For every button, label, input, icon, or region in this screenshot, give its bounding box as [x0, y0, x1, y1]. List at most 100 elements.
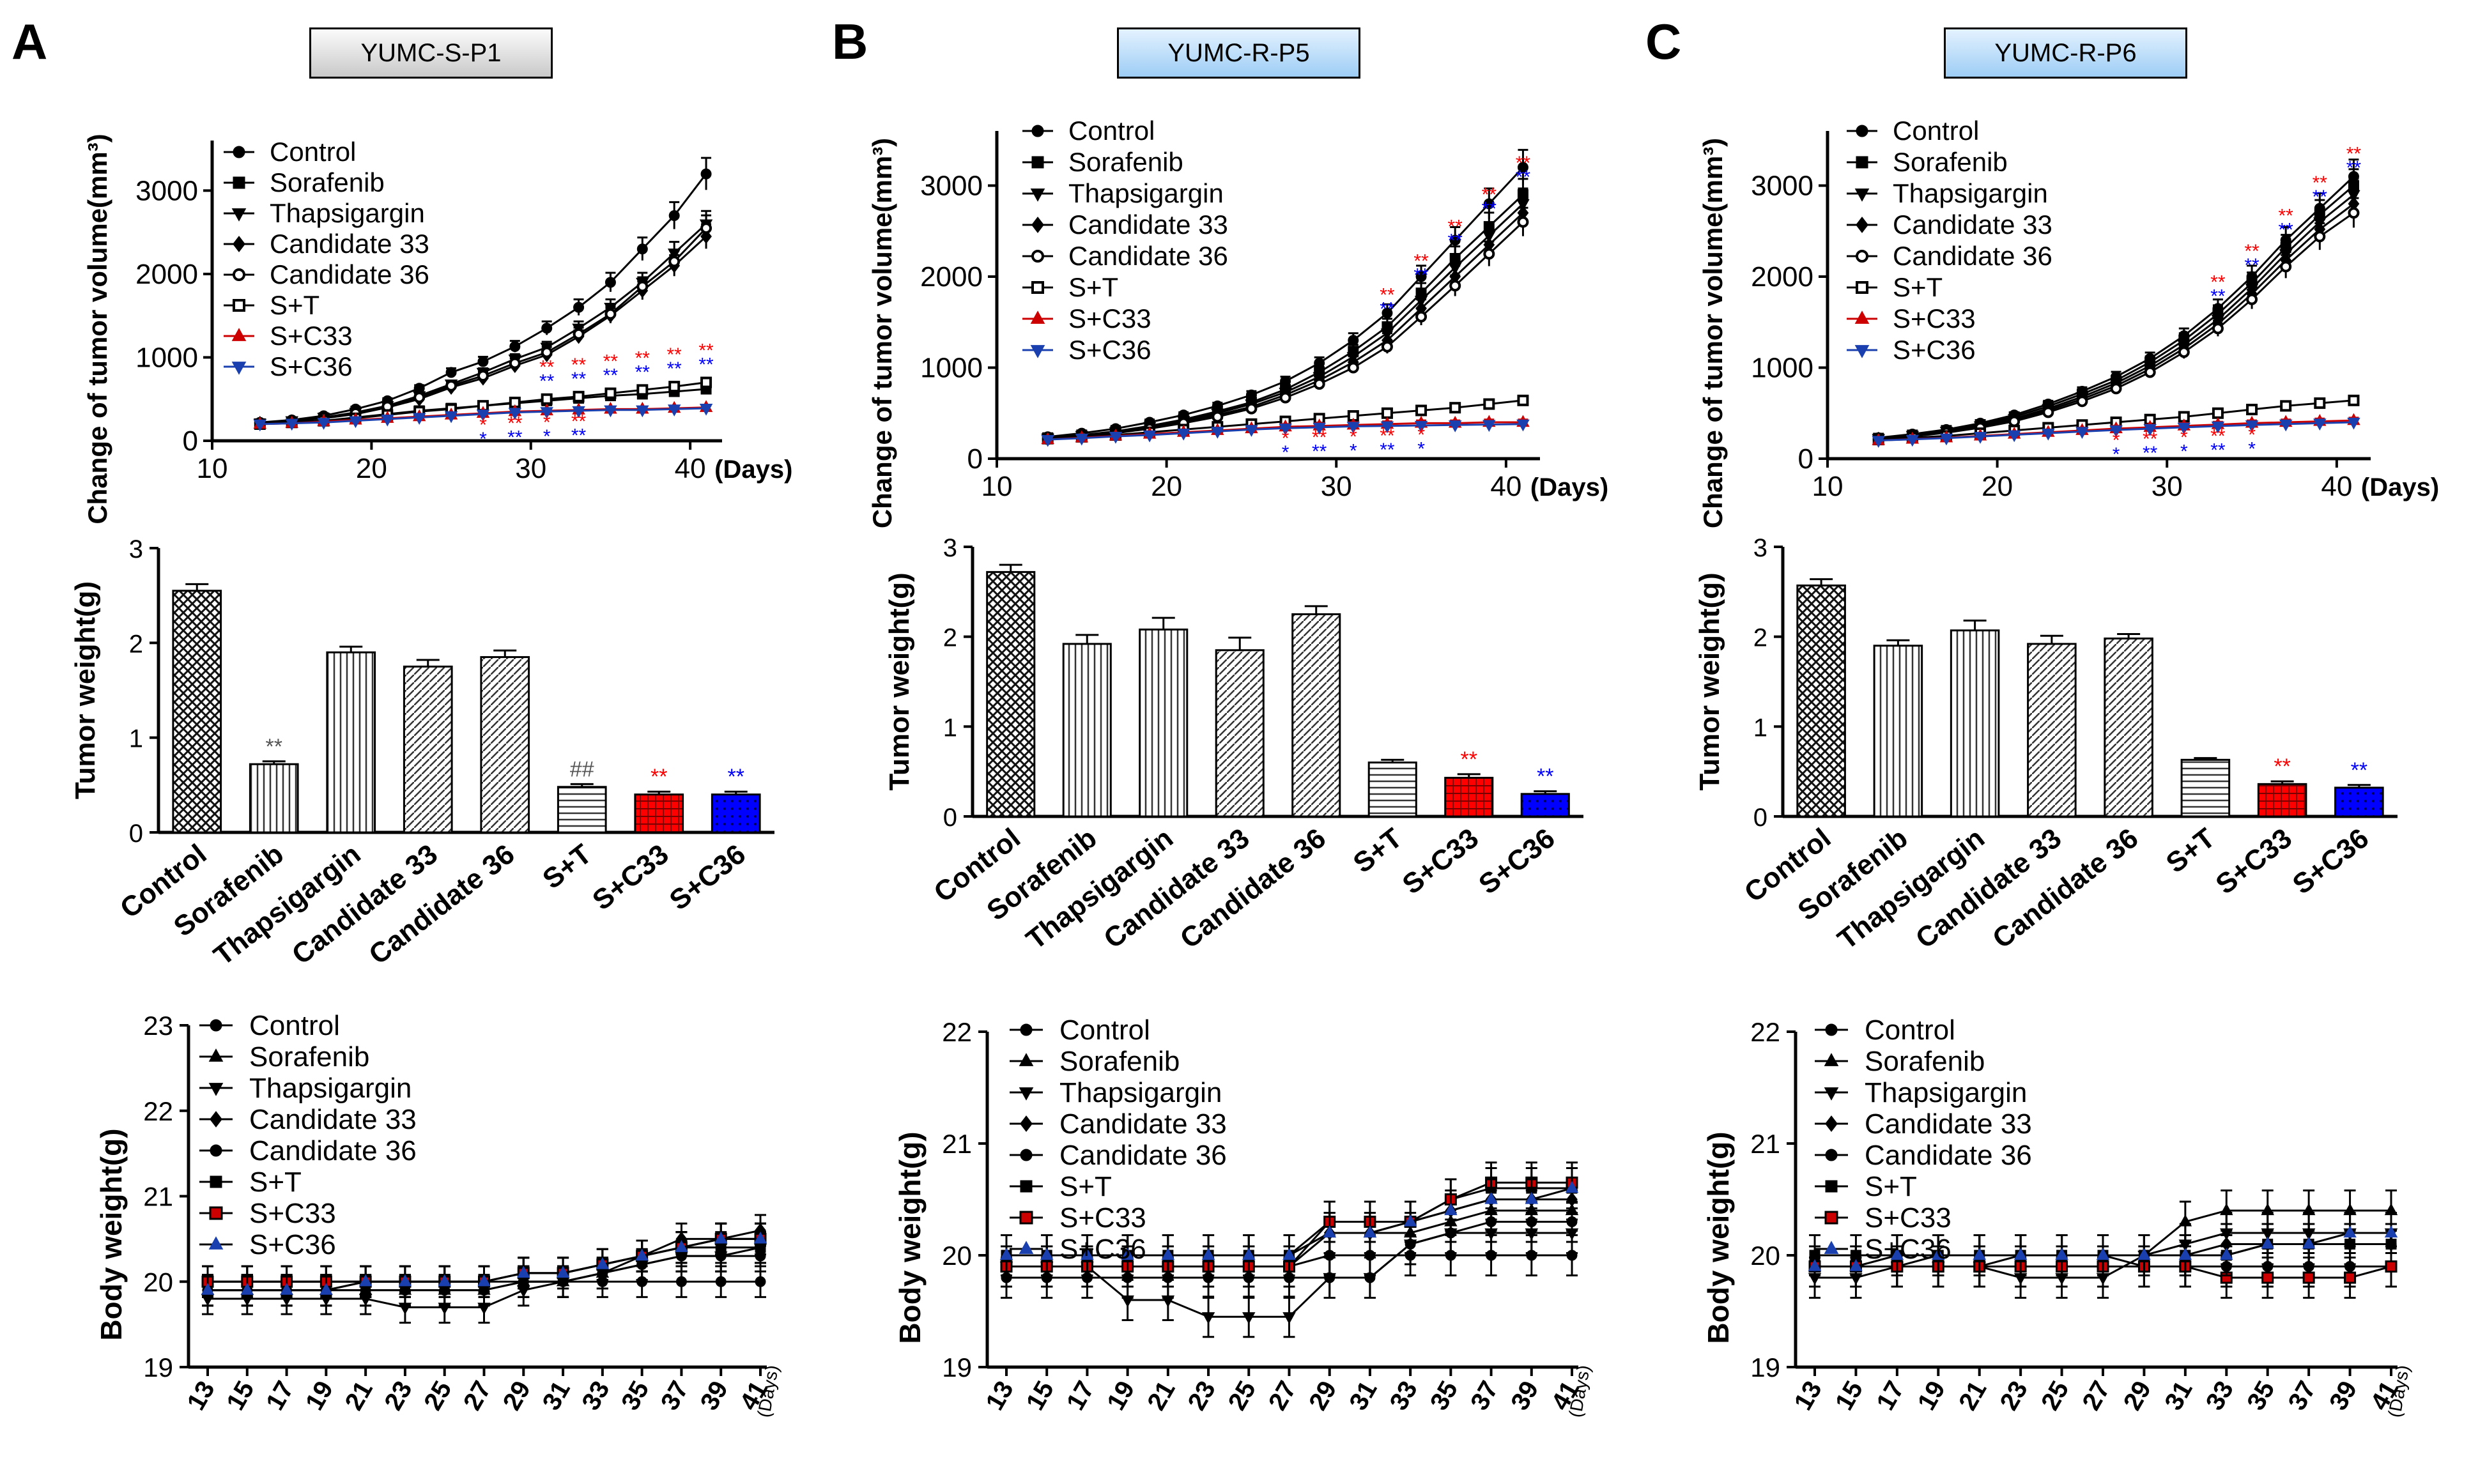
data-point	[2261, 1271, 2274, 1284]
data-point	[1905, 434, 1920, 447]
bar	[2180, 758, 2231, 818]
legend-marker	[231, 208, 247, 222]
x-tick-label: 40	[2321, 471, 2352, 502]
x-tick-label: 21	[1142, 1377, 1180, 1416]
legend-item: Sorafenib	[1010, 1046, 1180, 1077]
legend-label: Sorafenib	[1059, 1046, 1180, 1077]
sig-mark: **	[667, 344, 682, 365]
data-point	[1415, 310, 1428, 323]
x-tick-label: 23	[1995, 1377, 2033, 1416]
y-tick-label: 1000	[135, 342, 198, 373]
data-point	[2302, 1271, 2315, 1284]
legend-label: S+C33	[249, 1198, 336, 1229]
y-axis-label: Tumor weight(g)	[1694, 572, 1725, 790]
legend-item: Thapsigargin	[1010, 1077, 1222, 1108]
data-point	[1482, 420, 1496, 432]
legend-item: S+C33	[1010, 1202, 1146, 1234]
sig-mark: **	[1516, 153, 1531, 174]
legend-item: Thapsigargin	[1815, 1077, 2027, 1108]
y-tick-label: 19	[1750, 1352, 1780, 1382]
legend-marker	[209, 1206, 223, 1220]
legend-item: Control	[199, 1010, 340, 1041]
data-point	[477, 356, 489, 367]
legend-marker	[210, 1144, 222, 1157]
data-point	[1890, 1248, 1904, 1260]
sig-mark: **	[650, 765, 667, 789]
x-tick-label: 39	[2324, 1377, 2362, 1416]
x-tick-label: 33	[2201, 1377, 2239, 1416]
data-point	[2261, 1236, 2274, 1249]
bar	[2027, 643, 2077, 818]
legend-label: S+C36	[249, 1229, 336, 1260]
legend-item: Candidate 36	[199, 1135, 417, 1167]
sig-mark: **	[603, 351, 619, 372]
x-tick-label: 20	[356, 453, 387, 484]
y-tick-label: 19	[143, 1352, 173, 1382]
sig-mark: **	[2274, 754, 2290, 779]
data-point	[1517, 162, 1528, 173]
y-tick-label: 1000	[1751, 353, 1813, 384]
data-point	[2143, 424, 2157, 436]
data-point	[1075, 433, 1089, 446]
data-point	[596, 1257, 610, 1269]
x-tick-label: 25	[419, 1377, 457, 1416]
y-tick-label: 3	[1753, 534, 1767, 562]
legend-marker	[1856, 125, 1868, 137]
legend-item: S+T	[1815, 1171, 1917, 1202]
x-tick-label: 13	[1789, 1377, 1827, 1416]
data-point	[1382, 307, 1393, 319]
legend-marker	[233, 146, 245, 158]
sig-mark: **	[2279, 219, 2294, 240]
y-axis-label: Body weight(g)	[1702, 1131, 1735, 1343]
data-point	[445, 379, 458, 392]
legend-item: Candidate 36	[1815, 1140, 2032, 1171]
legend-marker	[1020, 1180, 1033, 1193]
legend-marker	[1030, 345, 1045, 358]
y-tick-label: 22	[143, 1096, 173, 1126]
sig-mark: *	[2180, 441, 2188, 463]
data-point	[1449, 280, 1461, 292]
data-point	[2302, 1236, 2316, 1249]
data-point	[2313, 418, 2327, 431]
sig-mark: **	[2313, 187, 2328, 208]
y-tick-label: 21	[1750, 1129, 1780, 1159]
bar	[1444, 777, 1494, 818]
legend-label: Sorafenib	[1068, 147, 1183, 177]
y-axis-label: Body weight(g)	[893, 1131, 927, 1343]
y-tick-label: 22	[1750, 1017, 1780, 1047]
data-point	[2314, 397, 2326, 409]
data-point	[1212, 411, 1224, 423]
series-s-c36	[253, 403, 713, 432]
bar	[1367, 761, 1417, 818]
data-point	[2007, 430, 2021, 443]
legend-item: Control	[1010, 1014, 1150, 1046]
data-point	[1245, 402, 1258, 415]
x-tick-label: 30	[515, 453, 546, 484]
legend-item: Candidate 36	[1847, 241, 2052, 271]
data-point	[280, 1283, 293, 1295]
legend-item: Control	[1815, 1014, 1955, 1046]
series-s-c36	[1808, 1212, 2398, 1288]
x-tick-label: 27	[1263, 1377, 1302, 1416]
y-tick-label: 20	[942, 1241, 972, 1271]
cell-line-tag: YUMC-S-P1	[309, 27, 553, 79]
panel-letter: C	[1645, 13, 1682, 70]
sig-mark: **	[1448, 217, 1463, 238]
tumor-volume-chart: 0 1000 2000 3000 10 20 30 40 (Days) Change of tum…	[867, 116, 1608, 528]
data-point	[1444, 1203, 1458, 1216]
x-category-label: S+T	[2160, 822, 2221, 879]
legend-item: Control	[224, 137, 356, 167]
data-point	[2343, 1225, 2357, 1238]
data-point	[2042, 406, 2054, 418]
bar	[1873, 645, 1923, 818]
sig-mark: *	[1417, 424, 1425, 445]
data-point	[1932, 1248, 1945, 1260]
data-point	[1121, 1248, 1134, 1260]
y-tick-label: 2000	[1751, 261, 1813, 293]
cell-line-tag: YUMC-R-P5	[1117, 27, 1360, 79]
data-point	[668, 256, 681, 268]
